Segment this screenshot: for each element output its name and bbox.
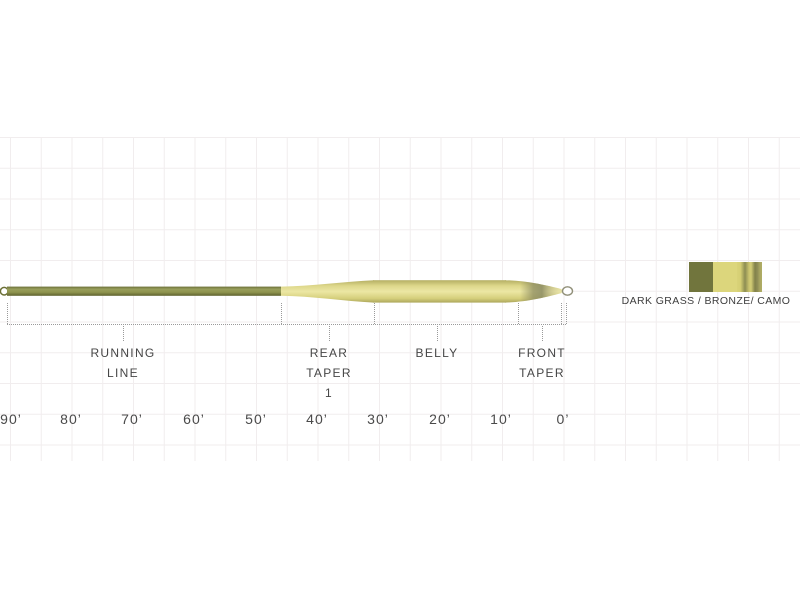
- rear-taper-segment: [281, 280, 374, 303]
- axis-tick-20: 20’: [429, 411, 451, 427]
- axis-tick-10: 10’: [490, 411, 512, 427]
- bracket-tick-front-taper-start: [518, 303, 519, 324]
- color-swatch: [689, 262, 762, 292]
- camo-tip-overlay: [505, 280, 563, 303]
- pointer-running-line: [123, 326, 124, 341]
- section-label-front-taper: FRONT TAPER: [518, 346, 566, 380]
- bracket-tick-line-start: [7, 303, 8, 324]
- bronze-swatch: [713, 262, 737, 292]
- pointer-belly: [437, 326, 438, 341]
- pointer-front-taper: [542, 326, 543, 341]
- bracket-tick-belly-start: [374, 303, 375, 324]
- axis-tick-90: 90’: [0, 411, 22, 427]
- axis-tick-60: 60’: [183, 411, 205, 427]
- bracket-tick-line-end-a: [561, 303, 562, 324]
- color-legend-label: DARK GRASS / BRONZE/ CAMO: [621, 295, 791, 307]
- section-label-rear-taper-1: REAR TAPER 1: [306, 346, 352, 400]
- axis-tick-0: 0’: [556, 411, 570, 427]
- belly-segment: [373, 280, 506, 303]
- rear-welded-loop: [0, 286, 9, 296]
- axis-tick-50: 50’: [245, 411, 267, 427]
- front-welded-loop: [561, 286, 574, 296]
- bracket-tick-rear-taper-start: [281, 303, 282, 324]
- bracket-baseline: [7, 324, 566, 325]
- dark-grass-swatch: [689, 262, 713, 292]
- bracket-tick-line-end-b: [566, 303, 567, 324]
- axis-tick-40: 40’: [306, 411, 328, 427]
- running-line-segment: [7, 286, 281, 296]
- section-label-running-line: RUNNING LINE: [90, 346, 156, 380]
- axis-tick-70: 70’: [121, 411, 143, 427]
- pointer-rear-taper: [329, 326, 330, 341]
- camo-swatch: [737, 262, 762, 292]
- section-label-belly: BELLY: [415, 346, 459, 360]
- axis-tick-80: 80’: [60, 411, 82, 427]
- axis-tick-30: 30’: [367, 411, 389, 427]
